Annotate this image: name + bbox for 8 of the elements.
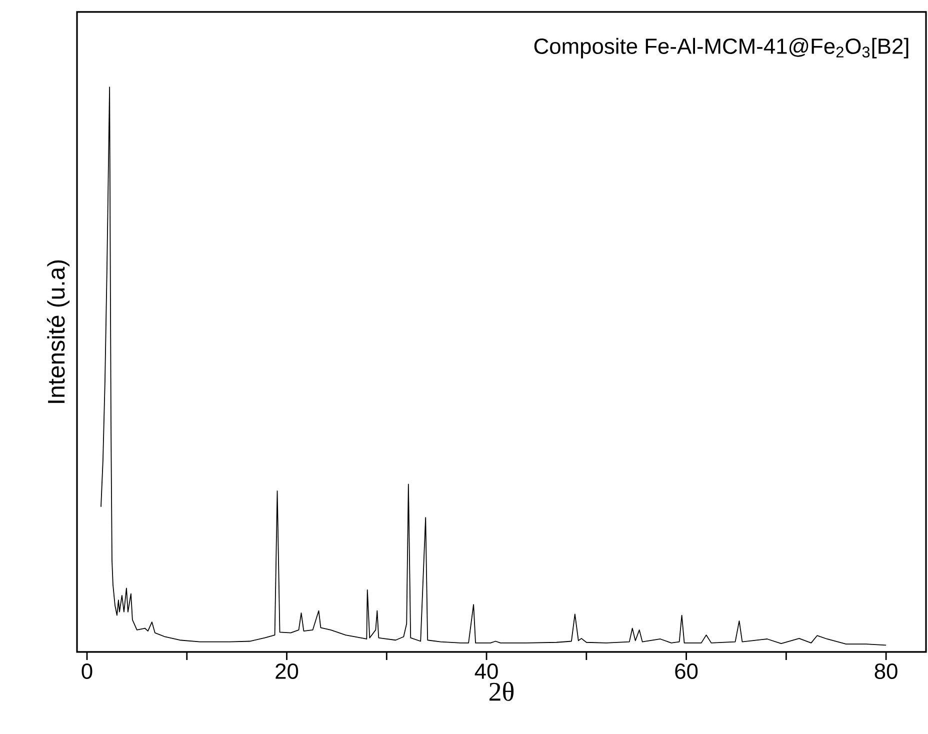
x-tick-label: 80: [874, 663, 898, 680]
x-tick-label: 0: [82, 663, 92, 680]
y-axis-title: Intensité (u.a): [46, 260, 70, 403]
text: Composite Fe-Al-MCM-41@Fe$_{2}$O$_{3}$[B2]: [534, 38, 908, 58]
x-tick-label: 60: [675, 663, 698, 680]
x-axis-title: 2θ: [490, 682, 514, 701]
x-tick-label: 40: [474, 663, 498, 680]
x-tick-label: 20: [276, 663, 298, 680]
